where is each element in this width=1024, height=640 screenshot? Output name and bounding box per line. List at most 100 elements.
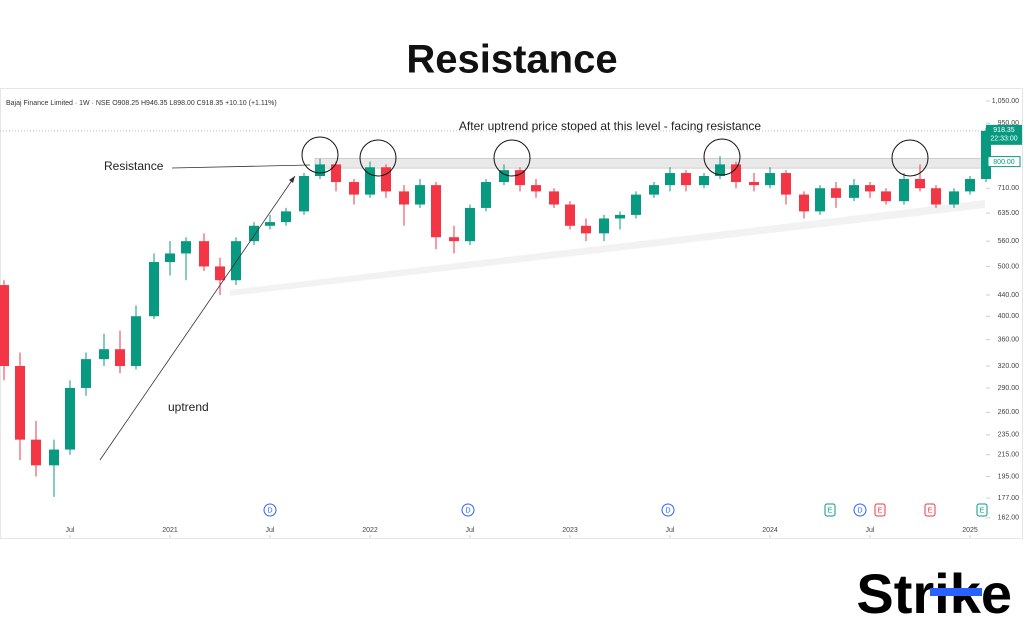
x-tick-label: 2024 (762, 527, 778, 534)
candle-body (265, 222, 275, 226)
annotation: Resistance (104, 159, 164, 173)
price-tag-label: 918.35 (993, 127, 1015, 134)
y-tick-label: 195.00 (998, 473, 1020, 480)
candle-body (381, 167, 391, 192)
candle-body (31, 439, 41, 466)
candle-body (81, 359, 91, 388)
candle-body (149, 262, 159, 317)
y-tick-label: 260.00 (998, 409, 1020, 416)
candle-body (749, 182, 759, 186)
candle-body (549, 191, 559, 205)
x-tick-label: Jul (866, 527, 875, 534)
event-label: E (878, 507, 883, 514)
resistance-arrow (171, 164, 311, 169)
candle-body (531, 185, 541, 192)
x-tick-label: 2025 (962, 527, 978, 534)
candle-body (781, 173, 791, 195)
event-marker (824, 503, 836, 517)
candle-body (499, 170, 509, 183)
chart-title: Resistance (406, 38, 617, 82)
y-tick-label: 162.00 (998, 515, 1020, 522)
event-label: D (857, 507, 862, 514)
candle-body (415, 185, 425, 205)
event-label: E (928, 507, 933, 514)
y-tick-label: 290.00 (998, 385, 1020, 392)
candle-body (965, 178, 975, 192)
y-tick-label: 400.00 (998, 313, 1020, 320)
candle-body (665, 173, 675, 186)
candle-body (615, 214, 625, 219)
candle-body (649, 185, 659, 195)
candle-body (699, 176, 709, 186)
resistance-zone (314, 157, 986, 169)
event-label: D (465, 507, 470, 514)
annotation: After uptrend price stoped at this level… (459, 119, 761, 133)
candle-body (249, 225, 259, 242)
event-label: D (665, 507, 670, 514)
price-tag (986, 124, 1022, 145)
candle-body (881, 191, 891, 202)
event-label: E (828, 507, 833, 514)
candle-body (181, 241, 191, 254)
y-tick-label: 360.00 (998, 337, 1020, 344)
candle-body (849, 185, 859, 198)
candle-body (565, 204, 575, 226)
y-tick-label: 500.00 (998, 263, 1020, 270)
y-tick-label: 950.00 (998, 120, 1020, 127)
event-marker (976, 503, 988, 517)
candle-body (365, 167, 375, 195)
event-marker (874, 503, 886, 517)
event-label: D (267, 507, 272, 514)
level-tag (987, 156, 1021, 168)
candle-body (131, 316, 141, 366)
x-tick-label: 2021 (162, 527, 178, 534)
candle-body (331, 164, 341, 183)
event-marker (263, 503, 277, 517)
candle-body (715, 164, 725, 177)
candle-body (931, 188, 941, 205)
peak-circle (891, 139, 929, 177)
candle-body (99, 349, 109, 360)
candle-body (199, 241, 209, 267)
candle-body (315, 164, 325, 177)
event-marker (924, 503, 936, 517)
y-tick-label: 177.00 (998, 495, 1020, 502)
candle-body (299, 176, 309, 212)
y-tick-label: 635.00 (998, 210, 1020, 217)
y-tick-label: 215.00 (998, 452, 1020, 459)
candle-body (449, 237, 459, 242)
candle-body (581, 225, 591, 234)
peak-circle (301, 136, 339, 174)
candle-body (949, 191, 959, 205)
x-tick-label: 2023 (562, 527, 578, 534)
candle-body (765, 173, 775, 186)
candle-body (15, 365, 25, 440)
candle-body (981, 130, 991, 179)
candle-body (465, 207, 475, 242)
candle-body (231, 241, 241, 281)
event-label: E (980, 507, 985, 514)
x-tick-label: Jul (666, 527, 675, 534)
candle-body (215, 266, 225, 281)
price-tag-time: 22:33:00 (990, 136, 1017, 143)
candle-body (731, 164, 741, 183)
candle-body (831, 188, 841, 198)
candle-body (631, 194, 641, 215)
candle-body (165, 253, 175, 263)
candle-body (681, 173, 691, 186)
candle-body (431, 185, 441, 238)
y-tick-label: 440.00 (998, 292, 1020, 299)
x-tick-label: Jul (466, 527, 475, 534)
event-marker (661, 503, 675, 517)
symbol-header: Bajaj Finance Limited · 1W · NSE O908.25… (6, 100, 277, 107)
candle-body (481, 182, 491, 208)
candle-body (399, 191, 409, 205)
level-tag-label: 800.00 (993, 159, 1015, 166)
y-tick-label: 235.00 (998, 432, 1020, 439)
candle-body (281, 211, 291, 223)
candle-body (65, 387, 75, 450)
y-tick-label: 710.00 (998, 185, 1020, 192)
peak-circle (359, 139, 397, 177)
candle-body (815, 188, 825, 212)
